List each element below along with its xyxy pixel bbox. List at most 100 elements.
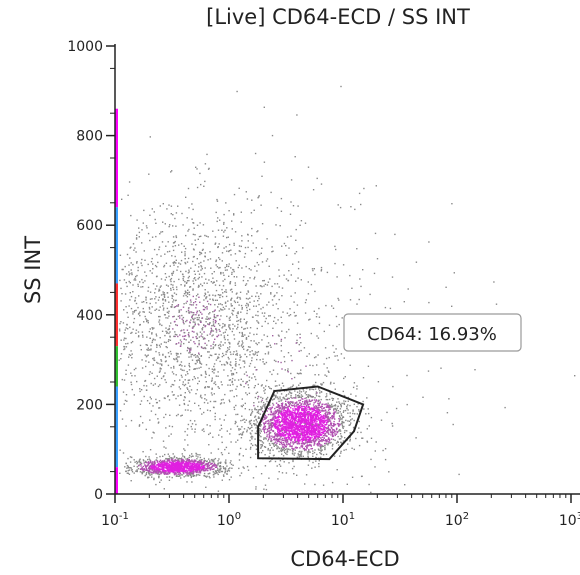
event-point xyxy=(267,422,269,425)
event-point xyxy=(212,230,214,232)
event-point xyxy=(126,285,128,288)
event-point xyxy=(313,439,315,441)
event-point xyxy=(198,342,200,345)
event-point xyxy=(305,391,307,393)
event-point xyxy=(135,329,138,331)
event-point xyxy=(287,368,289,370)
event-point xyxy=(226,269,228,271)
event-point xyxy=(148,467,150,469)
event-point xyxy=(175,464,177,467)
event-point xyxy=(222,352,224,355)
event-point xyxy=(348,424,350,426)
event-point xyxy=(126,464,129,467)
event-point xyxy=(308,407,311,409)
event-point xyxy=(161,468,163,470)
event-point xyxy=(261,223,264,225)
event-point xyxy=(167,328,169,331)
event-point xyxy=(204,325,206,328)
event-point xyxy=(144,468,146,470)
event-point xyxy=(305,299,307,301)
event-point xyxy=(239,321,242,323)
event-point xyxy=(151,332,153,334)
event-point xyxy=(171,425,174,428)
event-point xyxy=(164,300,167,302)
event-point xyxy=(294,427,296,429)
event-point xyxy=(240,384,242,386)
event-point xyxy=(241,415,243,417)
event-point xyxy=(247,346,250,348)
event-point xyxy=(283,447,286,449)
event-point xyxy=(170,322,172,324)
event-point xyxy=(161,231,164,233)
event-point xyxy=(195,475,197,477)
event-point xyxy=(308,406,310,408)
event-point xyxy=(204,387,206,389)
event-point xyxy=(304,416,307,418)
event-point xyxy=(295,440,297,442)
event-point xyxy=(188,271,190,273)
event-point xyxy=(223,354,225,357)
event-point xyxy=(161,330,164,332)
event-point xyxy=(304,438,307,441)
event-point xyxy=(231,377,234,380)
event-point xyxy=(280,403,283,405)
event-point xyxy=(125,281,127,284)
event-point xyxy=(257,409,259,411)
event-point xyxy=(185,374,187,376)
event-point xyxy=(204,256,206,258)
event-point xyxy=(248,386,250,389)
event-point xyxy=(223,369,225,371)
event-point xyxy=(238,345,240,347)
event-point xyxy=(220,315,222,317)
event-point xyxy=(214,236,217,238)
event-point xyxy=(145,360,147,362)
event-point xyxy=(130,246,132,248)
event-point xyxy=(204,337,206,340)
event-point xyxy=(130,269,132,271)
event-point xyxy=(139,281,141,283)
event-point xyxy=(289,430,292,432)
event-point xyxy=(181,453,183,455)
event-point xyxy=(165,346,167,348)
event-point xyxy=(300,431,303,433)
event-point xyxy=(314,374,316,376)
event-point xyxy=(159,363,161,365)
event-point xyxy=(187,307,190,309)
event-point xyxy=(273,420,276,422)
event-point xyxy=(201,459,203,461)
event-point xyxy=(155,472,157,475)
event-point xyxy=(168,468,171,471)
event-point xyxy=(158,289,161,292)
event-point xyxy=(275,439,277,441)
event-point xyxy=(225,202,227,204)
axis-strip-segment xyxy=(115,283,118,347)
event-point xyxy=(195,466,197,469)
event-point xyxy=(129,326,131,329)
event-point xyxy=(162,469,165,471)
event-point xyxy=(331,432,334,434)
event-point xyxy=(279,416,281,418)
event-point xyxy=(292,449,295,451)
event-point xyxy=(211,368,213,370)
event-point xyxy=(287,436,289,438)
event-point xyxy=(177,304,180,306)
event-point xyxy=(342,421,344,423)
event-point xyxy=(229,281,232,283)
event-point xyxy=(143,395,145,398)
event-point xyxy=(307,455,309,457)
event-point xyxy=(200,321,202,323)
event-point xyxy=(188,459,190,461)
event-point xyxy=(264,484,267,486)
event-point xyxy=(196,334,199,336)
event-point xyxy=(172,288,175,291)
event-point xyxy=(286,453,288,456)
event-point xyxy=(168,465,171,467)
event-point xyxy=(251,227,253,230)
event-point xyxy=(264,312,266,314)
event-point xyxy=(274,415,276,417)
event-point xyxy=(245,337,248,339)
event-point xyxy=(160,377,163,380)
event-point xyxy=(266,238,268,240)
event-point xyxy=(158,309,160,311)
event-point xyxy=(193,376,195,378)
